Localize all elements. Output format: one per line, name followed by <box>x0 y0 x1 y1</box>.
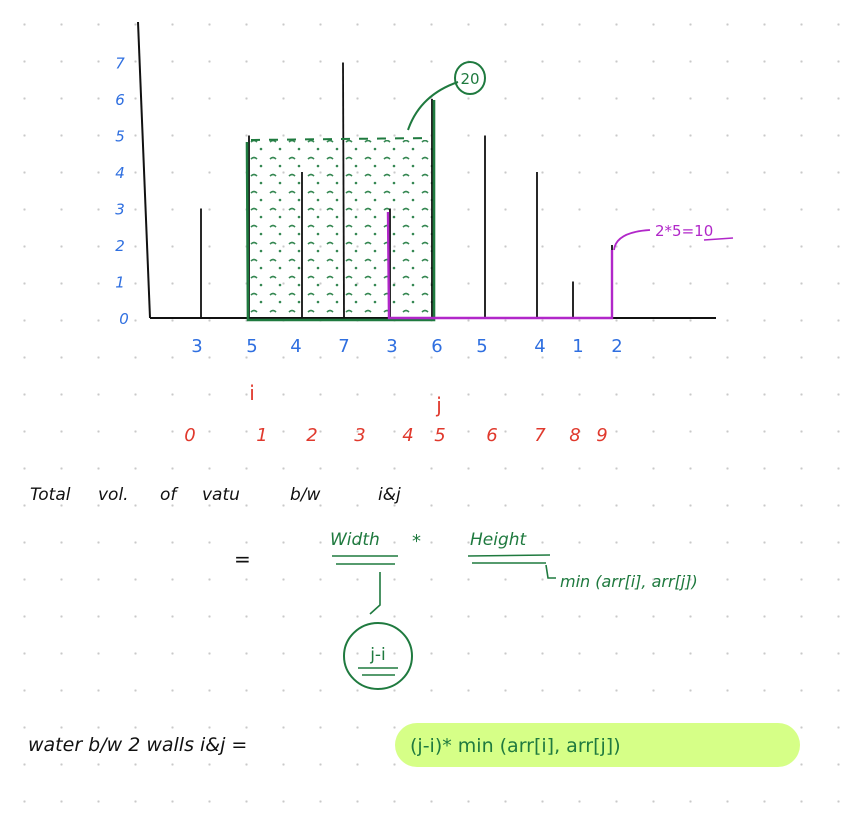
index-label-3: 3 <box>354 425 365 446</box>
note-word-of: of <box>160 485 179 505</box>
index-label-7: 7 <box>534 425 546 446</box>
height-underline <box>467 554 551 564</box>
water-level-line <box>250 137 431 141</box>
height-label-9: 2 <box>611 336 622 357</box>
index-label-6: 6 <box>486 425 497 446</box>
purple-container-outline <box>386 211 614 320</box>
height-label-2: 4 <box>290 336 301 357</box>
final-prefix: water b/w 2 walls i&j = <box>28 734 247 756</box>
bar-3 <box>342 62 345 319</box>
height-label-5: 6 <box>431 336 442 357</box>
note-word-vol: vol. <box>98 485 129 505</box>
equals-sign: = <box>234 547 251 571</box>
times-symbol: * <box>412 531 421 552</box>
formula-highlight <box>395 723 800 767</box>
purple-arrow <box>613 229 651 251</box>
index-label-1: 1 <box>256 425 267 446</box>
purple-calc-label: 2*5=10 <box>655 222 713 240</box>
volume-circle <box>454 61 486 95</box>
height-label-6: 5 <box>476 336 487 357</box>
width-arrow <box>369 572 381 615</box>
height-label-7: 4 <box>534 336 545 357</box>
width-expression: j-i <box>369 645 386 665</box>
height-label-4: 3 <box>386 336 397 357</box>
y-tick-label: 6 <box>115 91 125 109</box>
index-label-0: 0 <box>184 425 195 446</box>
height-label-3: 7 <box>338 336 349 357</box>
calc-underline <box>703 237 734 241</box>
note-word-vatu: vatu <box>202 485 240 505</box>
y-tick-label: 1 <box>115 274 125 292</box>
height-label-1: 5 <box>246 336 257 357</box>
green-container-outline <box>245 100 436 322</box>
trapped-water-fill <box>250 140 433 316</box>
y-axis <box>137 21 151 319</box>
volume-arrow <box>407 81 459 131</box>
final-formula: (j-i)* min (arr[i], arr[j]) <box>410 735 621 757</box>
min-expression: min (arr[i], arr[j]) <box>560 572 698 591</box>
y-tick-label: 0 <box>119 310 129 328</box>
index-label-5: 5 <box>434 425 445 446</box>
y-tick-label: 2 <box>115 237 125 255</box>
pointer-j-label: j <box>435 393 442 417</box>
height-labels: 3 5 4 7 3 6 5 4 1 2 <box>191 336 622 357</box>
height-label-0: 3 <box>191 336 202 357</box>
pointer-i-label: i <box>249 381 255 405</box>
index-label-2: 2 <box>306 425 317 446</box>
green-container: 20 <box>245 61 486 322</box>
note-word-iandj: i&j <box>378 485 401 505</box>
min-arrow <box>545 564 556 579</box>
y-tick-label: 5 <box>115 128 125 146</box>
index-label-8: 8 <box>569 425 580 446</box>
width-expr-underline <box>358 667 398 676</box>
volume-label: 20 <box>460 70 479 88</box>
width-underline <box>332 555 398 565</box>
height-label-8: 1 <box>572 336 583 357</box>
index-label-4: 4 <box>402 425 413 446</box>
height-word: Height <box>470 530 528 550</box>
width-word: Width <box>330 530 380 550</box>
y-tick-label: 4 <box>115 164 125 182</box>
index-label-9: 9 <box>596 425 607 446</box>
notes-line-1: Total vol. of vatu b/w i&j <box>30 485 401 505</box>
y-tick-labels: 0 1 2 3 4 5 6 7 <box>115 55 129 329</box>
purple-container: 2*5=10 <box>386 211 734 320</box>
y-tick-label: 7 <box>115 55 125 73</box>
width-circle <box>343 622 413 690</box>
note-word-total: Total <box>30 485 71 505</box>
note-word-bw: b/w <box>290 485 321 505</box>
y-tick-label: 3 <box>115 201 125 219</box>
